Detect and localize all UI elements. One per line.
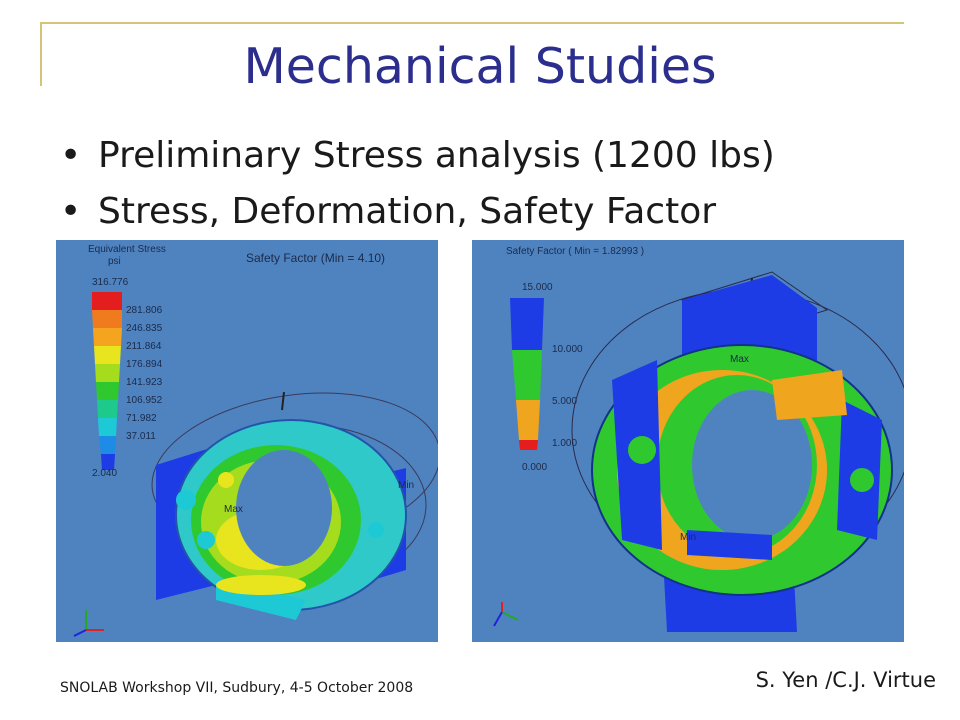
bullet-dot: • xyxy=(60,191,82,232)
bullet-list: • Preliminary Stress analysis (1200 lbs) … xyxy=(60,128,775,240)
bullet-item: • Stress, Deformation, Safety Factor xyxy=(60,184,775,240)
stress-model xyxy=(156,419,407,620)
legend-value: 10.000 xyxy=(552,344,583,355)
footer-authors: S. Yen /C.J. Virtue xyxy=(755,668,936,692)
legend-value: 71.982 xyxy=(126,413,157,424)
slide-title: Mechanical Studies xyxy=(243,38,717,95)
axis-triad xyxy=(493,602,519,627)
legend-value: 5.000 xyxy=(552,396,577,407)
bullet-dot: • xyxy=(60,135,82,176)
legend-value: 316.776 xyxy=(92,277,129,288)
legend-title: Equivalent Stress xyxy=(88,244,166,255)
legend-unit: psi xyxy=(108,256,121,267)
legend-value: 15.000 xyxy=(522,282,553,293)
bullet-text: Preliminary Stress analysis (1200 lbs) xyxy=(98,135,775,176)
footer-event: SNOLAB Workshop VII, Sudbury, 4-5 Octobe… xyxy=(60,680,414,696)
min-label: Min xyxy=(398,480,414,491)
frame-left-line xyxy=(40,22,42,86)
max-label: Max xyxy=(224,504,243,515)
legend-value: 281.806 xyxy=(126,305,163,316)
legend-value: 246.835 xyxy=(126,323,163,334)
legend-value: 106.952 xyxy=(126,395,163,406)
legend-value: 176.894 xyxy=(126,359,163,370)
safety-factor-figure: Safety Factor ( Min = 1.82993 ) 15.000 1… xyxy=(472,240,904,642)
legend-value: 37.011 xyxy=(126,431,156,442)
legend-value: 1.000 xyxy=(552,438,577,449)
legend-value: 2.040 xyxy=(92,468,117,479)
stress-color-scale xyxy=(92,292,122,470)
legend-value: 141.923 xyxy=(126,377,163,388)
safety-color-scale xyxy=(510,298,544,450)
safety-model xyxy=(591,275,893,632)
axis-triad xyxy=(73,610,104,637)
safety-render: Safety Factor ( Min = 1.82993 ) 15.000 1… xyxy=(493,246,904,632)
bullet-item: • Preliminary Stress analysis (1200 lbs) xyxy=(60,128,775,184)
stress-render: Equivalent Stress psi Safety Factor (Min… xyxy=(73,244,438,637)
legend-value: 211.864 xyxy=(126,341,162,352)
legend-title: Safety Factor ( Min = 1.82993 ) xyxy=(506,246,644,257)
min-label: Min xyxy=(680,532,696,543)
bullet-text: Stress, Deformation, Safety Factor xyxy=(98,191,717,232)
legend-value: 0.000 xyxy=(522,462,547,473)
load-arrow xyxy=(281,391,285,411)
frame-top-line xyxy=(40,22,904,24)
stress-figure: Equivalent Stress psi Safety Factor (Min… xyxy=(56,240,438,642)
max-label: Max xyxy=(730,354,749,365)
figure-caption: Safety Factor (Min = 4.10) xyxy=(246,251,385,265)
